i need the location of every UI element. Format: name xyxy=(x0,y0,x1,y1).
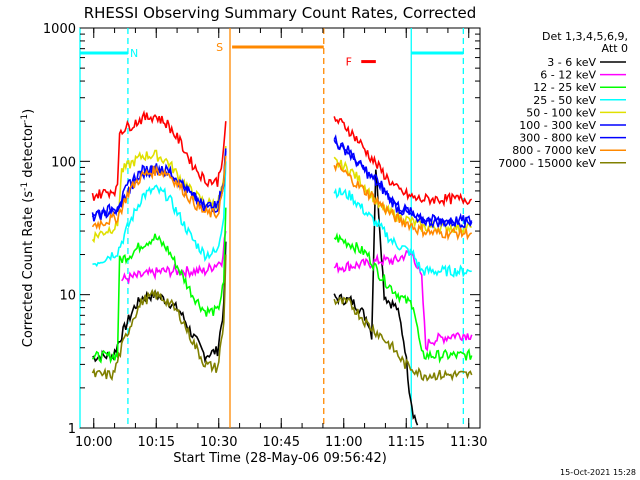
y-tick-label: 1 xyxy=(68,422,76,437)
x-tick-label: 11:30 xyxy=(450,435,487,450)
chart-title: RHESSI Observing Summary Count Rates, Co… xyxy=(84,4,477,22)
series-layer xyxy=(91,109,473,426)
legend-entry-label: 7000 - 15000 keV xyxy=(498,157,596,170)
legend-entry-label: 12 - 25 keV xyxy=(533,81,596,94)
x-tick-label: 10:45 xyxy=(263,435,300,450)
series-line-9 xyxy=(91,109,473,208)
y-label-main: Corrected Count Rate (s xyxy=(21,191,36,348)
legend-header-detectors: Det 1,3,4,5,6,9, xyxy=(542,30,628,43)
annotation-label: S xyxy=(216,41,223,54)
state-annotations: N S F xyxy=(130,41,352,69)
annotation-label: N xyxy=(130,47,138,60)
legend-entry-label: 3 - 6 keV xyxy=(547,56,596,69)
timestamp: 15-Oct-2021 15:28 xyxy=(560,468,636,477)
x-tick-label: 10:30 xyxy=(200,435,237,450)
legend-header-attenuator: Att 0 xyxy=(602,42,628,55)
series-line-1 xyxy=(121,230,473,352)
y-tick-label: 1000 xyxy=(43,22,76,37)
legend-entry-label: 800 - 7000 keV xyxy=(512,144,596,157)
series-line-3 xyxy=(92,161,472,278)
x-tick-label: 11:00 xyxy=(325,435,362,450)
y-label-end: ) xyxy=(21,109,36,114)
y-tick-label: 100 xyxy=(51,155,76,170)
legend-entry-label: 50 - 100 keV xyxy=(526,106,596,119)
series-line-6 xyxy=(91,134,473,227)
legend-entry-label: 6 - 12 keV xyxy=(540,69,596,82)
x-tick-label: 10:00 xyxy=(75,435,112,450)
series-line-5 xyxy=(91,139,473,230)
attenuator-state-bars xyxy=(80,45,464,64)
series-line-2 xyxy=(91,207,473,365)
series-line-7 xyxy=(91,155,473,242)
annotation-label: F xyxy=(346,56,352,69)
axis-ticks: 1 10 100 1000 10:00 10:15 10:30 10:45 11:00 11:15… xyxy=(43,22,488,450)
event-vertical-lines xyxy=(79,28,464,428)
y-label-mid: detector xyxy=(21,122,36,182)
series-line-0 xyxy=(92,169,419,426)
legend-entry-label: 100 - 300 keV xyxy=(519,119,596,132)
legend-entry-label: 300 - 800 keV xyxy=(519,132,596,145)
y-tick-label: 10 xyxy=(59,289,76,304)
series-line-8 xyxy=(91,254,473,382)
legend-entry-label: 25 - 50 keV xyxy=(533,94,596,107)
x-axis-label: Start Time (28-May-06 09:56:42) xyxy=(173,451,387,466)
x-tick-label: 10:15 xyxy=(138,435,175,450)
y-label-sup1: -1 xyxy=(20,182,30,191)
x-tick-label: 11:15 xyxy=(388,435,425,450)
y-axis-label: Corrected Count Rate (s-1 detector-1) xyxy=(20,109,36,347)
y-label-sup2: -1 xyxy=(20,114,30,123)
